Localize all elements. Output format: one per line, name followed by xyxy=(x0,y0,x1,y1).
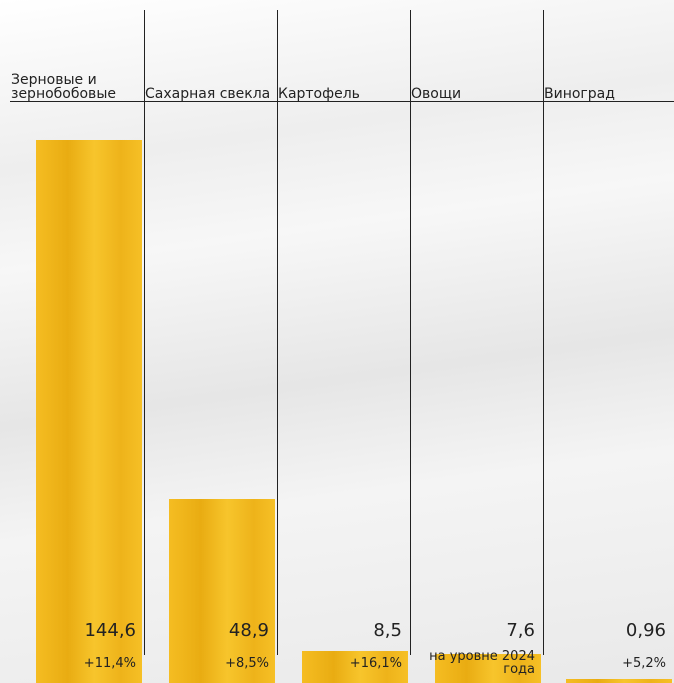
value-label: 7,6 xyxy=(506,620,535,641)
change-label: +5,2% xyxy=(622,656,666,671)
bar xyxy=(435,654,541,683)
change-label: +11,4% xyxy=(83,656,136,671)
category-label: Зерновые и зернобобовые xyxy=(11,72,116,102)
category-label: Картофель xyxy=(278,86,360,102)
value-label: 144,6 xyxy=(84,620,136,641)
bar xyxy=(36,140,142,683)
change-label: +8,5% xyxy=(225,656,269,671)
column-divider xyxy=(144,10,145,655)
category-label: Сахарная свекла xyxy=(145,86,271,102)
column-divider xyxy=(410,10,411,655)
category-label: Виноград xyxy=(544,86,615,102)
category-label: Овощи xyxy=(411,86,462,102)
value-label: 0,96 xyxy=(625,620,666,641)
change-label: на уровне 2024 года xyxy=(429,649,535,677)
bar xyxy=(169,499,275,683)
header-rule xyxy=(10,101,674,102)
bar xyxy=(302,651,408,683)
value-label: 48,9 xyxy=(228,620,269,641)
change-label: +16,1% xyxy=(349,656,402,671)
column-divider xyxy=(543,10,544,655)
column-divider xyxy=(277,10,278,655)
bar xyxy=(566,679,672,683)
value-label: 8,5 xyxy=(373,620,402,641)
